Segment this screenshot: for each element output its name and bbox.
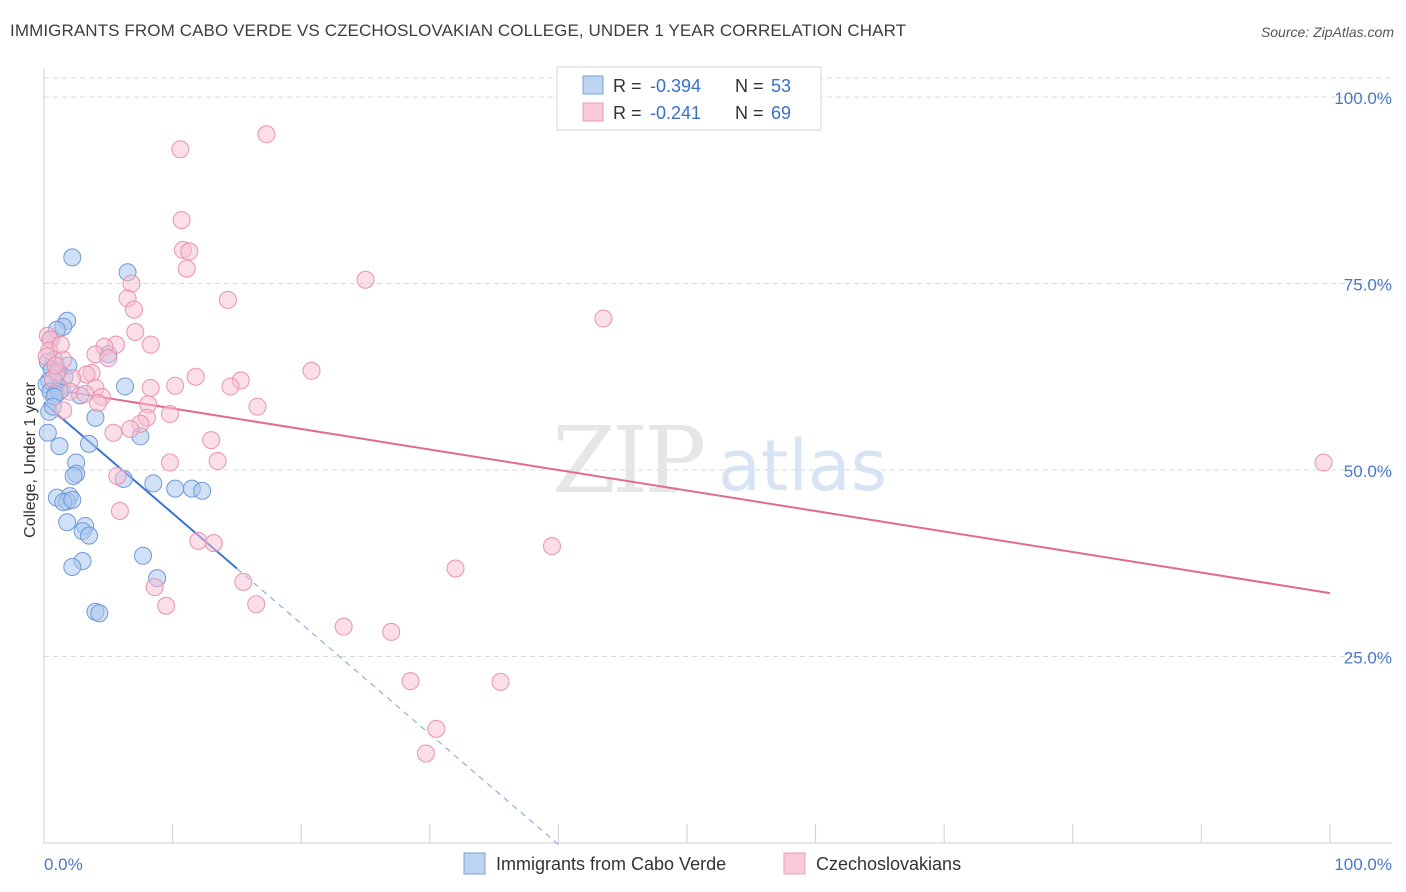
point-cabo-verde-44 (90, 604, 109, 623)
point-cabo-verde-0 (63, 248, 82, 267)
legend-r-label-2: R = (613, 103, 642, 123)
point-czechoslovakians-48 (208, 452, 227, 471)
bottom-legend-swatch-pink (783, 852, 806, 875)
x-ticks (43, 824, 1331, 843)
watermark-zip: ZIP (552, 407, 703, 514)
point-czechoslovakians-51 (108, 466, 127, 485)
point-cabo-verde-41 (63, 557, 82, 576)
point-cabo-verde-26 (144, 474, 163, 493)
point-czechoslovakians-42 (161, 405, 180, 424)
series-legend: Immigrants from Cabo Verde Czechoslovaki… (463, 852, 961, 875)
point-czechoslovakians-15 (141, 335, 160, 354)
point-czechoslovakians-53 (189, 531, 208, 550)
point-cabo-verde-29 (193, 481, 212, 500)
point-czechoslovakians-50 (1314, 453, 1333, 472)
source-credit: Source: ZipAtlas.com (1260, 24, 1394, 40)
point-czechoslovakians-0 (257, 125, 276, 144)
point-czechoslovakians-57 (234, 572, 253, 591)
point-czechoslovakians-38 (89, 393, 108, 412)
point-czechoslovakians-58 (145, 578, 164, 597)
point-cabo-verde-16 (116, 377, 135, 396)
point-czechoslovakians-54 (204, 534, 223, 553)
y-axis-label: College, Under 1 year (22, 382, 39, 538)
point-cabo-verde-35 (58, 513, 77, 532)
point-cabo-verde-27 (166, 479, 185, 498)
watermark-atlas: atlas (718, 425, 887, 507)
point-czechoslovakians-55 (542, 537, 561, 556)
point-czechoslovakians-39 (248, 397, 267, 416)
y-tick-label-100: 100.0% (1334, 89, 1392, 108)
point-czechoslovakians-11 (594, 309, 613, 328)
legend-r-label-1: R = (613, 76, 642, 96)
point-czechoslovakians-22 (99, 349, 118, 368)
point-czechoslovakians-33 (141, 378, 160, 397)
y-tick-label-50: 50.0% (1344, 462, 1392, 481)
point-czechoslovakians-45 (121, 419, 140, 438)
point-cabo-verde-38 (80, 526, 99, 545)
point-czechoslovakians-66 (416, 744, 435, 763)
point-czechoslovakians-63 (401, 672, 420, 691)
point-czechoslovakians-65 (427, 719, 446, 738)
trend-line-cabo-verde-extension (236, 568, 559, 845)
legend-r-value-2: -0.241 (650, 103, 701, 123)
axes (43, 68, 1392, 844)
point-czechoslovakians-12 (126, 322, 145, 341)
point-cabo-verde-19 (38, 423, 57, 442)
point-czechoslovakians-60 (247, 595, 266, 614)
y-tick-labels: 25.0% 50.0% 75.0% 100.0% (1334, 89, 1392, 668)
legend-n-value-1: 53 (771, 76, 791, 96)
point-czechoslovakians-35 (60, 382, 79, 401)
legend-r-value-1: -0.394 (650, 76, 701, 96)
legend-n-value-2: 69 (771, 103, 791, 123)
point-czechoslovakians-49 (161, 453, 180, 472)
point-czechoslovakians-61 (334, 617, 353, 636)
bottom-legend-label-czechoslovakians: Czechoslovakians (816, 854, 961, 874)
point-cabo-verde-20 (50, 437, 69, 456)
chart-title: IMMIGRANTS FROM CABO VERDE VS CZECHOSLOV… (10, 21, 907, 40)
legend-n-label-1: N = (735, 76, 764, 96)
point-cabo-verde-24 (64, 466, 83, 485)
correlation-legend: R = -0.394 N = 53 R = -0.241 N = 69 (556, 66, 822, 131)
point-czechoslovakians-62 (382, 622, 401, 641)
point-czechoslovakians-47 (202, 431, 221, 450)
bottom-legend-swatch-blue (463, 852, 486, 875)
point-cabo-verde-39 (134, 546, 153, 565)
point-czechoslovakians-64 (491, 672, 510, 691)
point-czechoslovakians-9 (218, 290, 237, 309)
legend-swatch-blue (582, 75, 604, 95)
x-tick-label-max: 100.0% (1334, 855, 1392, 874)
y-tick-label-25: 25.0% (1344, 649, 1392, 668)
x-tick-label-min: 0.0% (44, 855, 83, 874)
legend-swatch-pink (582, 102, 604, 122)
point-czechoslovakians-68 (51, 335, 70, 354)
series-czechoslovakians (37, 125, 1333, 763)
point-cabo-verde-21 (80, 434, 99, 453)
point-czechoslovakians-7 (122, 274, 141, 293)
point-czechoslovakians-67 (46, 356, 65, 375)
point-czechoslovakians-32 (221, 377, 240, 396)
legend-n-label-2: N = (735, 103, 764, 123)
point-czechoslovakians-31 (166, 376, 185, 395)
watermark: ZIP atlas (552, 407, 887, 514)
point-czechoslovakians-1 (171, 140, 190, 159)
point-cabo-verde-34 (63, 490, 82, 509)
point-czechoslovakians-10 (125, 300, 144, 319)
point-czechoslovakians-28 (302, 361, 321, 380)
point-cabo-verde-17 (86, 408, 105, 427)
point-czechoslovakians-6 (356, 270, 375, 289)
point-czechoslovakians-56 (446, 559, 465, 578)
point-czechoslovakians-5 (177, 259, 196, 278)
bottom-legend-label-cabo-verde: Immigrants from Cabo Verde (496, 854, 726, 874)
point-czechoslovakians-46 (104, 423, 123, 442)
point-czechoslovakians-52 (110, 502, 129, 521)
point-czechoslovakians-2 (172, 211, 191, 230)
trend-line-czechoslovakians (43, 386, 1331, 595)
point-czechoslovakians-29 (186, 367, 205, 386)
point-czechoslovakians-41 (54, 401, 73, 420)
y-tick-label-75: 75.0% (1344, 276, 1392, 295)
point-czechoslovakians-4 (180, 242, 199, 261)
point-czechoslovakians-59 (157, 596, 176, 615)
